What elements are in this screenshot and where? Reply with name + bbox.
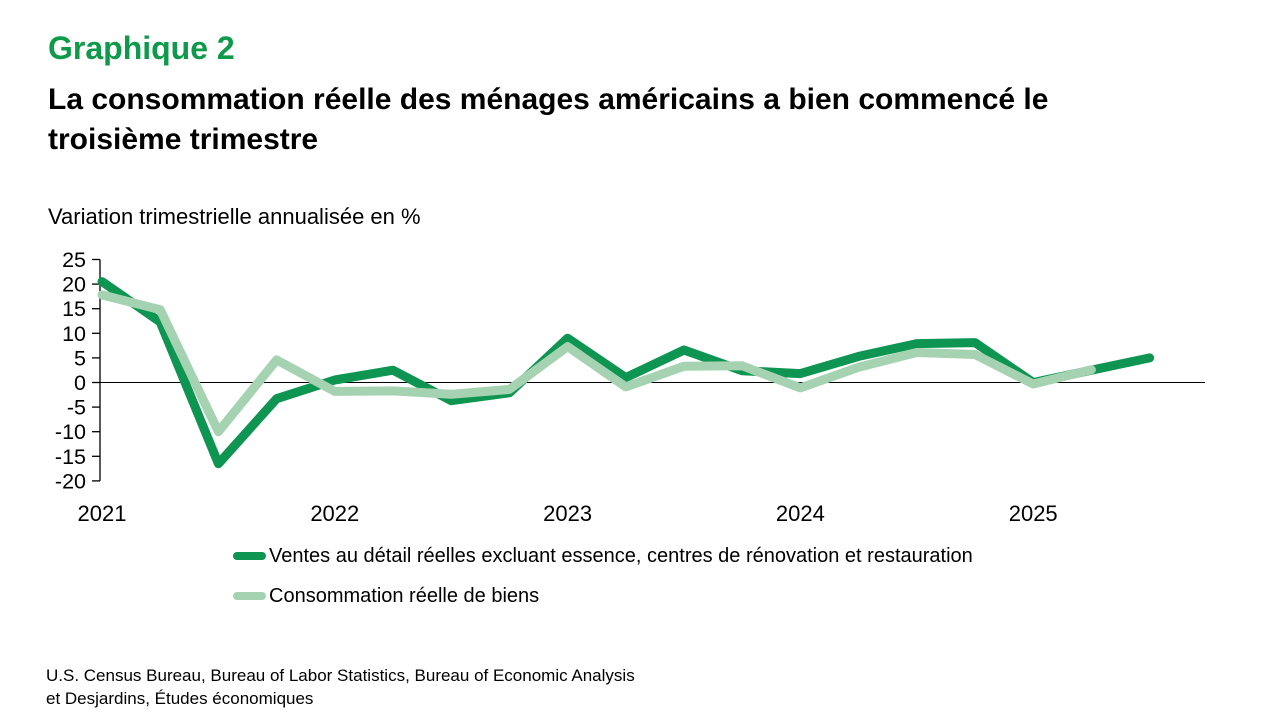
y-axis-tick-label: 0: [74, 371, 86, 395]
x-axis-year-label: 2025: [1009, 501, 1058, 526]
legend-item-goods-consumption: Consommation réelle de biens: [233, 583, 973, 609]
y-axis-tick-label: 15: [62, 297, 86, 321]
legend-label-goods-consumption: Consommation réelle de biens: [269, 584, 540, 607]
y-axis-tick-label: -10: [55, 420, 86, 444]
x-axis-year-label: 2024: [776, 501, 825, 526]
series-line-0: [97, 277, 1155, 469]
chart-number-heading: Graphique 2: [48, 30, 235, 66]
chart-title-line-2: troisième trimestre: [48, 123, 319, 156]
source-note: U.S. Census Bureau, Bureau of Labor Stat…: [46, 664, 635, 710]
chart-title-line-1: La consommation réelle des ménages améri…: [48, 83, 1049, 116]
source-line-2: et Desjardins, Études économiques: [46, 689, 314, 708]
y-axis-tick-label: 10: [62, 322, 86, 346]
legend-swatch-dark-green-icon: [233, 552, 266, 560]
series-line-1: [97, 290, 1096, 437]
x-axis-year-label: 2021: [78, 501, 127, 526]
y-axis-tick-label: 5: [74, 346, 86, 370]
legend-swatch-light-green-icon: [233, 592, 266, 600]
legend-item-retail-sales: Ventes au détail réelles excluant essenc…: [233, 543, 973, 569]
y-axis-tick-label: -5: [67, 396, 86, 420]
y-axis-tick-label: -20: [55, 469, 86, 493]
x-axis-year-label: 2022: [310, 501, 359, 526]
legend: Ventes au détail réelles excluant essenc…: [233, 543, 973, 623]
y-axis-title: Variation trimestrielle annualisée en %: [48, 204, 421, 229]
x-axis-year-label: 2023: [543, 501, 592, 526]
y-axis-tick-label: 25: [62, 250, 86, 272]
chart-title: La consommation réelle des ménages améri…: [48, 80, 1048, 160]
legend-label-retail-sales: Ventes au détail réelles excluant essenc…: [269, 544, 973, 567]
y-axis-tick-label: 20: [62, 273, 86, 297]
y-axis-tick-label: -15: [55, 445, 86, 469]
source-line-1: U.S. Census Bureau, Bureau of Labor Stat…: [46, 666, 635, 685]
